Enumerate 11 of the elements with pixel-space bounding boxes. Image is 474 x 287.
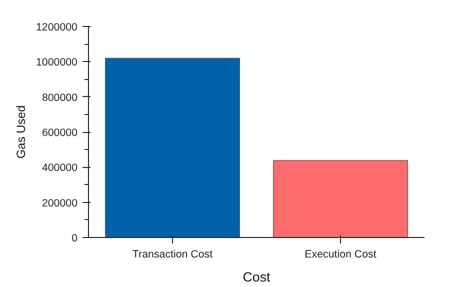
x-tick-label: Execution Cost [304,248,376,260]
y-tick-label: 0 [72,232,78,244]
y-tick-label: 600000 [42,127,78,139]
y-tick-label: 200000 [42,197,78,210]
x-axis-title: Cost [242,270,270,284]
y-tick-label: 800000 [42,92,78,104]
x-tick-label: Transaction Cost [132,248,213,260]
y-tick-label: 400000 [42,162,78,174]
y-axis-title: Gas Used [14,105,28,159]
y-tick-label: 1000000 [36,56,78,69]
y-tick-label: 1200000 [36,22,78,34]
